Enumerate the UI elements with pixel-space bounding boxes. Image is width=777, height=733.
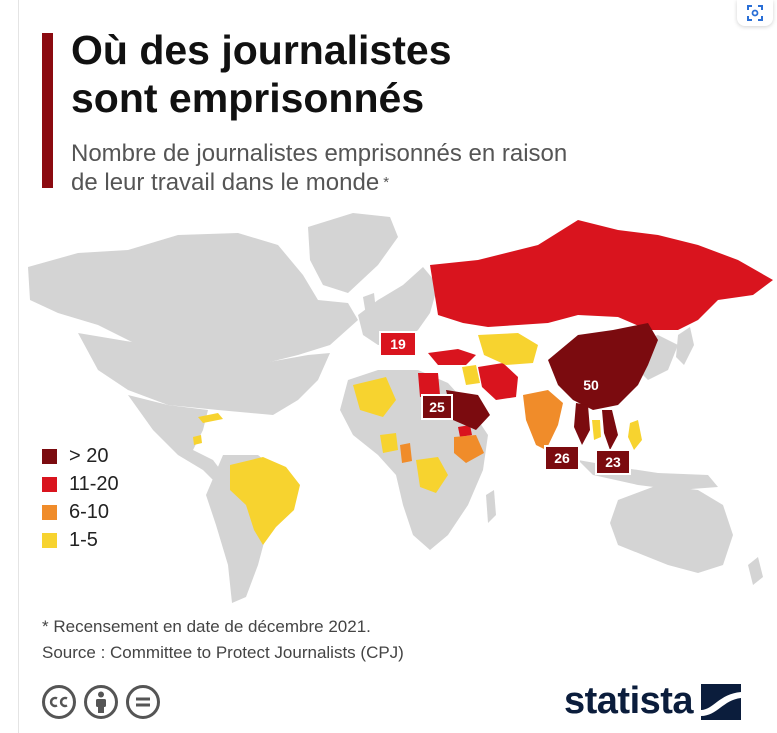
countries-gt20 (446, 323, 658, 450)
title-line-2: sont emprisonnés (71, 75, 425, 121)
person-glyph (96, 691, 106, 713)
vietnam (602, 410, 618, 450)
page-title: Où des journalistes sont emprisonnés (71, 26, 591, 122)
legend-label-11-20: 11-20 (69, 472, 119, 495)
map-legend: > 20 11-20 6-10 1-5 (42, 442, 119, 554)
source-note: Source : Committee to Protect Journalist… (42, 643, 404, 662)
japan (676, 327, 694, 365)
label-turkey: 19 (379, 331, 417, 357)
australia (610, 485, 733, 573)
legend-item-gt20: > 20 (42, 442, 119, 470)
iceland (348, 261, 370, 275)
algeria (353, 377, 396, 417)
label-saudi-arabia: 25 (421, 394, 453, 420)
legend-swatch-11-20 (42, 476, 57, 492)
subtitle-line-1: Nombre de journalistes emprisonnés en ra… (71, 140, 568, 167)
turkey (428, 349, 476, 365)
label-china-value: 50 (583, 377, 599, 393)
cuba (198, 413, 223, 423)
new-zealand (748, 557, 763, 585)
value-labels: 19 50 25 26 23 (379, 331, 631, 475)
egypt (418, 373, 440, 397)
legend-label-gt20: > 20 (69, 444, 109, 467)
cc-glyph (49, 696, 68, 708)
label-saudi-arabia-value: 25 (429, 399, 445, 415)
label-myanmar-value: 26 (554, 450, 570, 466)
title-line-1: Où des journalistes (71, 27, 452, 73)
iran (478, 363, 518, 400)
iraq (462, 365, 480, 385)
footnote: * Recensement en date de décembre 2021. … (42, 614, 404, 666)
subtitle-line-2: de leur travail dans le monde (71, 169, 380, 196)
expand-button[interactable] (737, 0, 773, 26)
expand-icon (747, 5, 763, 21)
subtitle-footnote-mark: * (383, 174, 390, 191)
drc (416, 457, 448, 493)
thailand (592, 420, 601, 440)
legend-label-6-10: 6-10 (69, 500, 110, 523)
saudi-arabia (446, 390, 490, 430)
countries-11-20 (418, 220, 773, 437)
person-icon[interactable] (84, 685, 118, 719)
central-asia (478, 333, 538, 365)
greenland (308, 213, 398, 293)
equals-icon[interactable] (126, 685, 160, 719)
world-map: 19 50 25 26 23 (28, 213, 773, 603)
nicaragua (193, 435, 202, 445)
usa (78, 333, 330, 415)
title-accent-bar (42, 33, 53, 188)
uk (363, 293, 376, 315)
north-america-north (28, 233, 358, 365)
cameroon (400, 443, 412, 463)
statista-mark-icon (701, 683, 742, 720)
legend-label-1-5: 1-5 (69, 528, 98, 551)
legend-swatch-1-5 (42, 532, 57, 548)
legend-item-6-10: 6-10 (42, 498, 119, 526)
west-africa (380, 433, 398, 453)
countries-6-10 (400, 390, 563, 463)
license-icons (42, 685, 160, 719)
landmass-gray (28, 213, 763, 603)
equals-glyph (136, 697, 150, 707)
legend-item-11-20: 11-20 (42, 470, 119, 498)
label-turkey-value: 19 (390, 336, 406, 352)
india (523, 390, 563, 450)
statista-logo[interactable]: statista (564, 680, 742, 723)
legend-swatch-6-10 (42, 504, 57, 520)
russia (430, 220, 773, 330)
label-vietnam-value: 23 (605, 454, 621, 470)
philippines (628, 420, 642, 450)
label-myanmar: 26 (544, 445, 580, 471)
countries-1-5 (193, 333, 642, 545)
label-vietnam: 23 (595, 449, 631, 475)
ethiopia (454, 435, 484, 463)
subtitle: Nombre de journalistes emprisonnés en ra… (71, 139, 651, 197)
madagascar (486, 490, 496, 523)
myanmar (574, 403, 590, 445)
census-note: * Recensement en date de décembre 2021. (42, 617, 371, 636)
eritrea (458, 425, 472, 437)
europe (358, 267, 438, 345)
label-china: 50 (573, 373, 609, 397)
cc-icon[interactable] (42, 685, 76, 719)
legend-swatch-gt20 (42, 448, 57, 464)
brand-name: statista (564, 680, 694, 722)
legend-item-1-5: 1-5 (42, 526, 119, 554)
brazil (230, 457, 300, 545)
